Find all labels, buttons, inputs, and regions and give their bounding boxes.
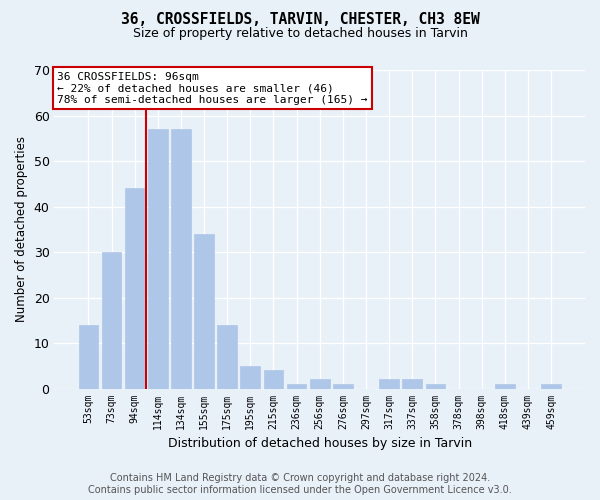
Bar — [333, 384, 353, 388]
Bar — [425, 384, 445, 388]
Bar — [241, 366, 260, 388]
Bar — [495, 384, 515, 388]
Y-axis label: Number of detached properties: Number of detached properties — [15, 136, 28, 322]
Bar — [263, 370, 283, 388]
Bar — [310, 380, 329, 388]
Bar — [287, 384, 307, 388]
X-axis label: Distribution of detached houses by size in Tarvin: Distribution of detached houses by size … — [167, 437, 472, 450]
Bar — [194, 234, 214, 388]
Bar — [541, 384, 561, 388]
Bar — [125, 188, 145, 388]
Text: 36, CROSSFIELDS, TARVIN, CHESTER, CH3 8EW: 36, CROSSFIELDS, TARVIN, CHESTER, CH3 8E… — [121, 12, 479, 28]
Text: 36 CROSSFIELDS: 96sqm
← 22% of detached houses are smaller (46)
78% of semi-deta: 36 CROSSFIELDS: 96sqm ← 22% of detached … — [57, 72, 368, 105]
Bar — [217, 325, 237, 388]
Text: Contains HM Land Registry data © Crown copyright and database right 2024.
Contai: Contains HM Land Registry data © Crown c… — [88, 474, 512, 495]
Bar — [379, 380, 399, 388]
Bar — [79, 325, 98, 388]
Bar — [403, 380, 422, 388]
Bar — [171, 129, 191, 388]
Bar — [148, 129, 167, 388]
Text: Size of property relative to detached houses in Tarvin: Size of property relative to detached ho… — [133, 28, 467, 40]
Bar — [101, 252, 121, 388]
